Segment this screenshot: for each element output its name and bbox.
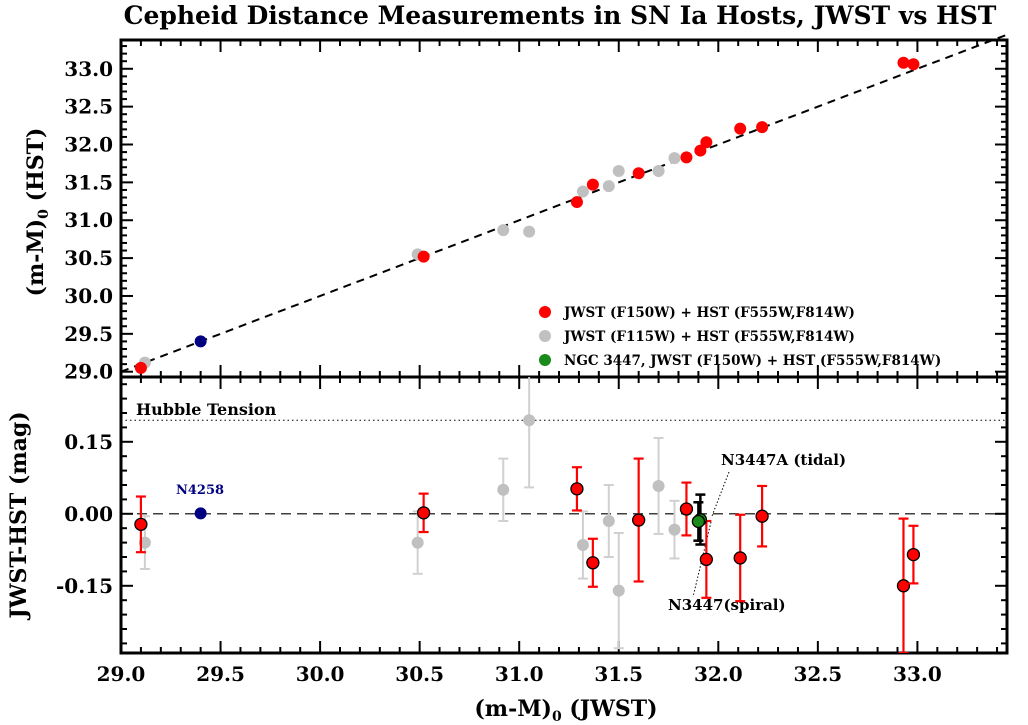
bottom-green-point (691, 514, 706, 529)
bottom-gray-point (497, 483, 510, 496)
n4258-label: N4258 (176, 483, 224, 498)
top-y-axis-label-sub: 0 (36, 209, 52, 219)
hubble-tension-label: Hubble Tension (136, 400, 277, 419)
top-red-point (700, 136, 713, 149)
top-y-tick-label: 32.0 (64, 133, 113, 157)
top-red-point (417, 250, 430, 263)
top-gray-point (523, 225, 536, 238)
top-y-axis-label-main: (m-M) (23, 219, 49, 297)
top-red-point (694, 144, 707, 157)
top-y-axis-label: (m-M)0 (HST) (23, 128, 52, 297)
legend-marker-red (539, 306, 551, 318)
x-tick-label: 29.5 (196, 662, 245, 686)
bottom-y-axis-label: JWST-HST (mag) (6, 411, 32, 620)
bottom-frame (119, 375, 1009, 655)
legend: JWST (F150W) + HST (F555W,F814W) JWST (F… (539, 305, 941, 369)
bottom-gray-point (668, 523, 681, 536)
chart-title: Cepheid Distance Measurements in SN Ia H… (124, 1, 997, 30)
bottom-y-tick-label: 0.15 (64, 430, 113, 454)
top-red-point (734, 122, 747, 135)
legend-marker-green (539, 354, 551, 366)
top-red-point (632, 167, 645, 180)
x-axis-label-sub: 0 (552, 709, 562, 725)
top-red-point (907, 58, 920, 71)
top-gray-point (668, 152, 681, 165)
x-axis-label-main: (m-M) (474, 696, 552, 722)
top-n4258-point (194, 335, 207, 348)
top-y-tick-label: 33.0 (64, 57, 113, 81)
n3447-label: N3447(spiral) (668, 596, 786, 614)
top-gray-point (602, 180, 615, 193)
top-gray-point (652, 165, 665, 178)
top-y-axis-label-suffix: (HST) (23, 128, 49, 210)
bottom-red-point (586, 556, 600, 570)
one-to-one-line (120, 33, 1008, 373)
top-red-point (897, 56, 910, 69)
top-gray-point (576, 185, 589, 198)
bottom-red-point (570, 482, 584, 496)
bottom-gray-point (612, 584, 625, 597)
top-y-tick-label: 31.5 (64, 170, 113, 194)
legend-label-gray: JWST (F115W) + HST (F555W,F814W) (563, 329, 855, 345)
top-gray-point (497, 224, 510, 237)
bottom-n4258-point (194, 507, 207, 520)
bottom-red-point (896, 579, 911, 593)
top-y-tick-label: 29.5 (64, 322, 113, 346)
bottom-gray-point (523, 414, 536, 427)
top-gray-point (612, 165, 625, 178)
top-red-point (570, 196, 583, 209)
bottom-red-point (134, 517, 148, 532)
top-red-point (134, 361, 147, 374)
bottom-y-tick-label: 0.00 (64, 502, 113, 526)
bottom-red-point (906, 547, 921, 562)
x-axis-label-suffix: (JWST) (562, 696, 658, 722)
x-tick-label: 32.5 (793, 662, 842, 686)
n3447a-leader-line (711, 471, 730, 517)
bottom-red-point (632, 513, 646, 527)
legend-label-red: JWST (F150W) + HST (F555W,F814W) (563, 305, 855, 321)
top-y-tick-label: 30.5 (64, 246, 113, 270)
top-y-tick-label: 29.0 (64, 360, 113, 384)
legend-marker-gray (539, 330, 551, 342)
top-panel: 29.0 29.5 30.0 30.5 31.0 31.5 32.0 32.5 33.0 (64, 33, 1009, 384)
x-tick-label: 31.5 (594, 662, 643, 686)
x-tick-label: 31.0 (495, 662, 544, 686)
top-red-point (680, 151, 693, 164)
x-tick-label: 29.0 (97, 662, 146, 686)
n3447a-label: N3447A (tidal) (721, 451, 846, 469)
x-axis-label: (m-M)0 (JWST) (474, 696, 657, 725)
x-tick-label: 30.0 (296, 662, 345, 686)
bottom-y-tick-label: -0.15 (56, 574, 113, 598)
bottom-red-point (416, 506, 431, 520)
x-tick-label: 33.0 (893, 662, 942, 686)
bottom-red-point (755, 509, 769, 523)
bottom-points-layer (134, 377, 921, 653)
bottom-red-point (733, 551, 747, 565)
bottom-red-point (679, 502, 694, 516)
bottom-gray-point (576, 539, 589, 551)
bottom-gray-point (602, 515, 615, 527)
x-tick-label: 30.5 (395, 662, 444, 686)
legend-label-green: NGC 3447, JWST (F150W) + HST (F555W,F814… (564, 353, 941, 369)
top-y-tick-label: 32.5 (64, 95, 113, 119)
top-red-point (756, 121, 769, 134)
top-y-tick-label: 30.0 (64, 284, 113, 308)
bottom-panel: -0.15 0.00 0.15 29.0 29.5 30.0 30.5 31.0 31.5 32.… (56, 375, 1009, 686)
bottom-gray-point (411, 536, 424, 549)
x-tick-label: 32.0 (694, 662, 743, 686)
top-frame (119, 38, 1009, 379)
top-y-tick-label: 31.0 (64, 208, 113, 232)
bottom-gray-point (652, 479, 665, 492)
bottom-red-point (699, 552, 714, 567)
top-red-point (586, 178, 599, 191)
